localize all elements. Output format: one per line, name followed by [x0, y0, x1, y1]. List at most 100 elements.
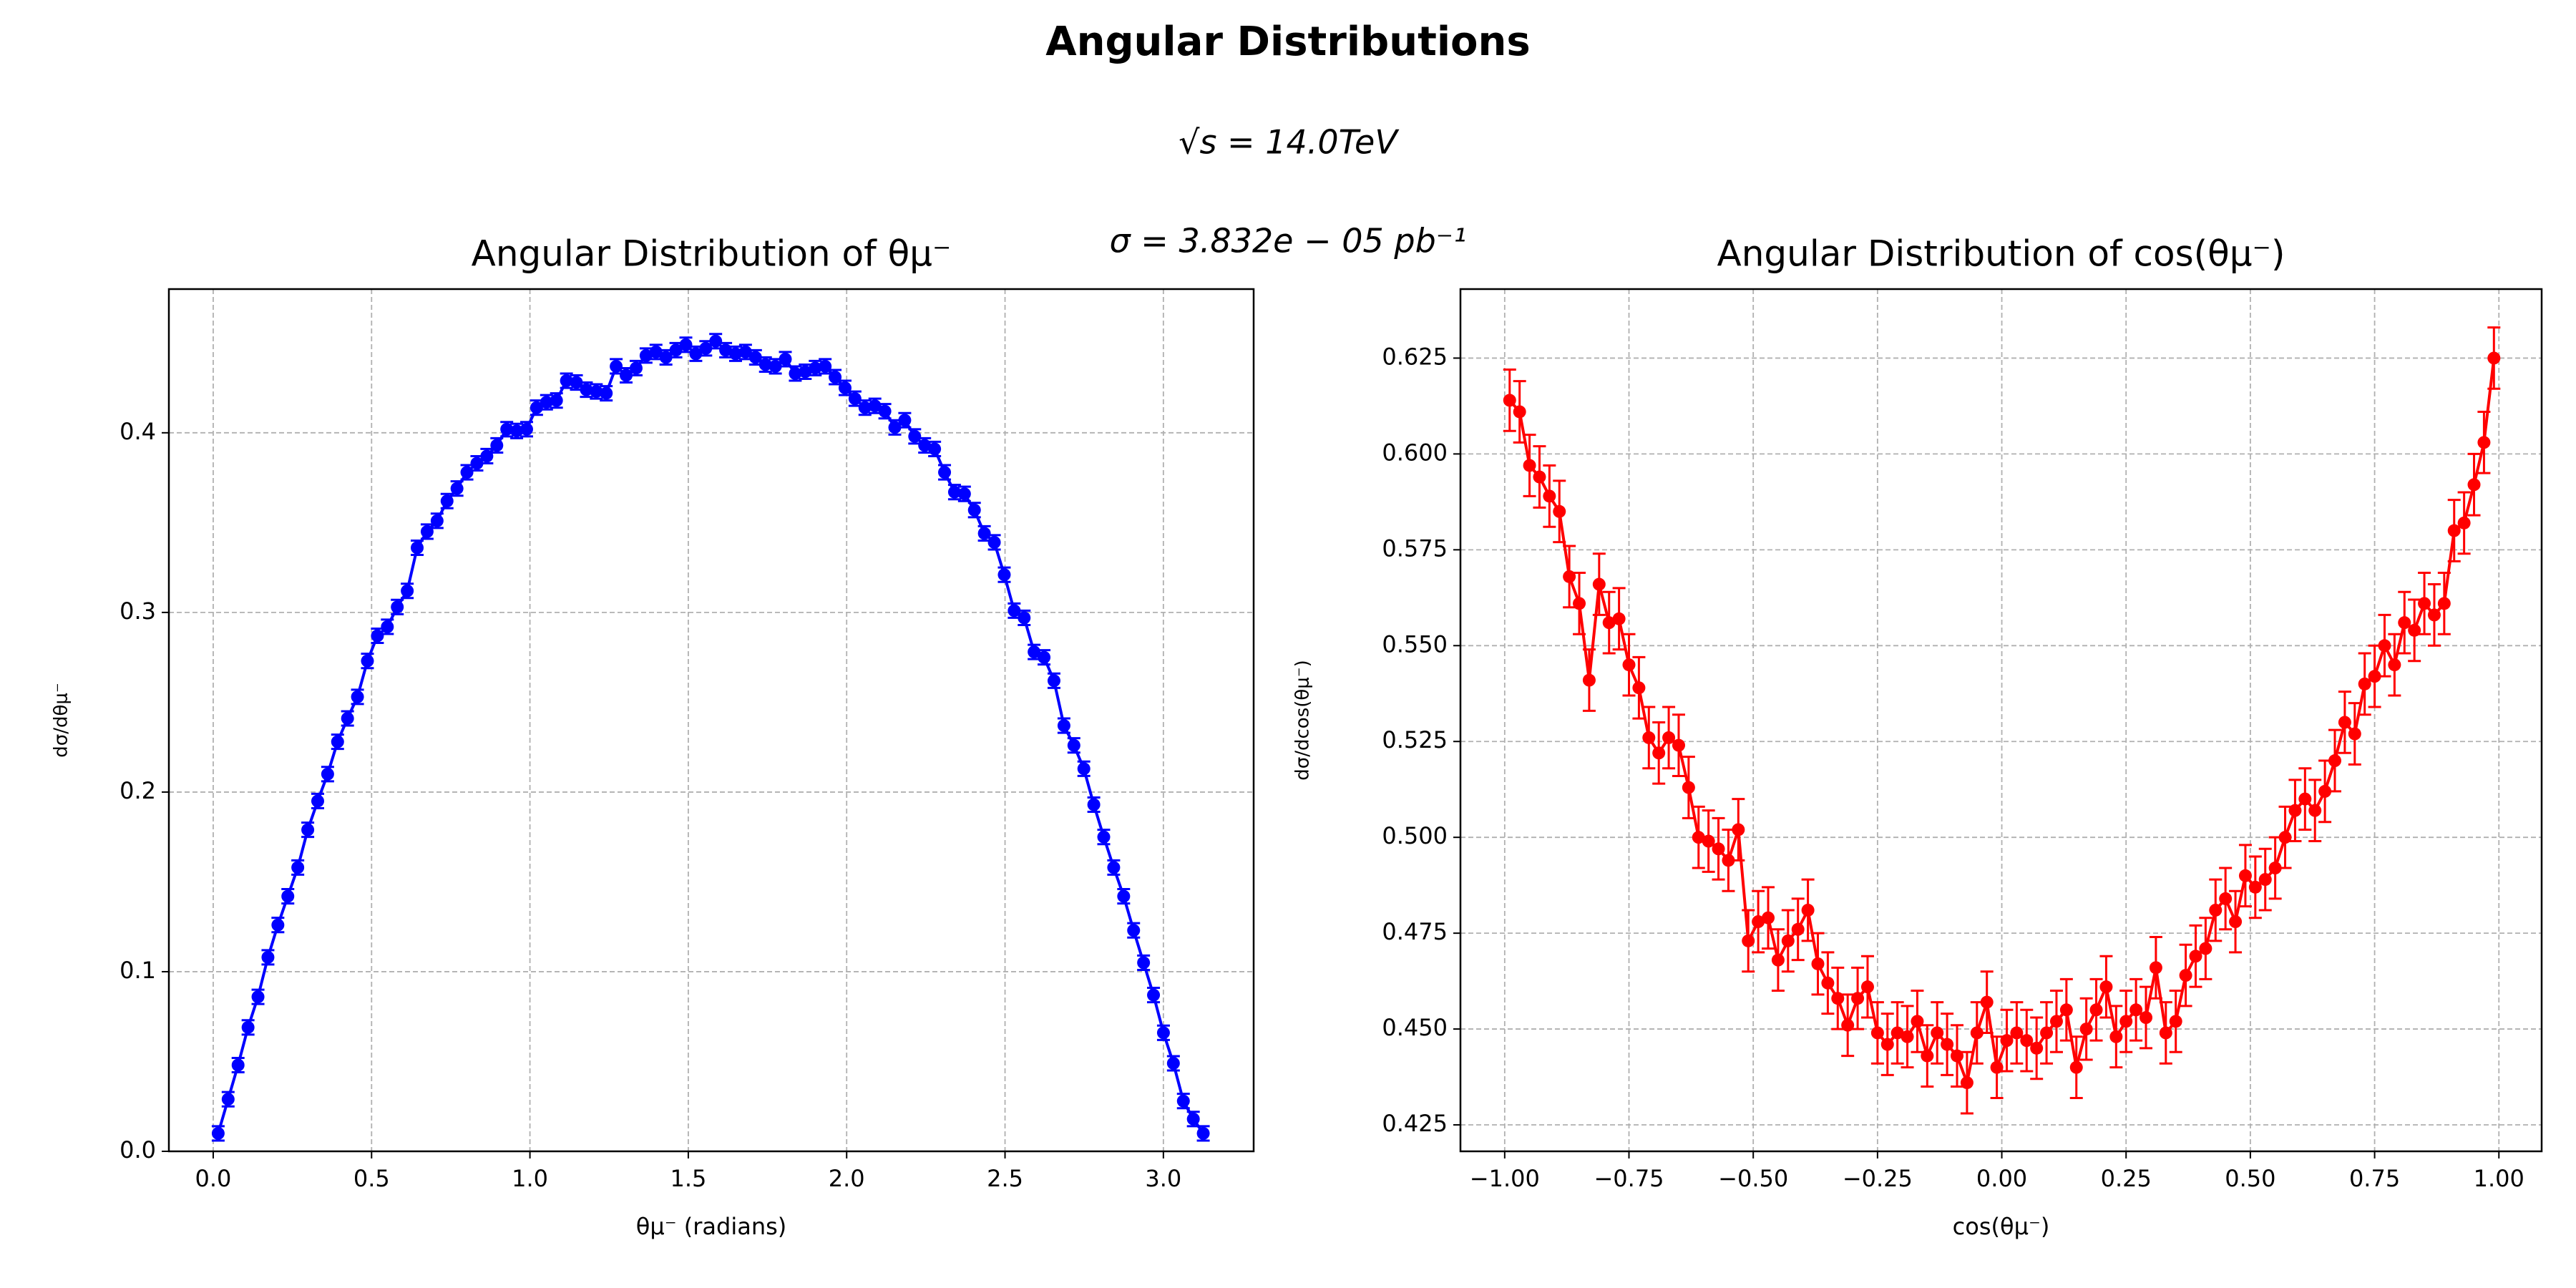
marker — [709, 334, 723, 348]
data-line — [216, 339, 1205, 1135]
marker — [1137, 956, 1151, 970]
marker — [1632, 681, 1646, 695]
marker — [938, 466, 952, 479]
marker — [2219, 892, 2233, 905]
axes-title: Angular Distribution of θμ⁻ — [472, 233, 952, 275]
marker — [1821, 976, 1835, 990]
marker — [1762, 911, 1775, 924]
marker — [1791, 922, 1805, 936]
marker — [2049, 1015, 2063, 1028]
marker — [728, 347, 742, 361]
marker — [550, 394, 563, 407]
y-tick-label: 0.475 — [1382, 918, 1448, 945]
marker — [1097, 830, 1111, 844]
marker — [1841, 1018, 1855, 1032]
marker — [1931, 1026, 1944, 1040]
y-tick-label: 0.500 — [1382, 822, 1448, 849]
marker — [2140, 1011, 2153, 1025]
marker — [1513, 405, 1526, 419]
marker — [1038, 650, 1051, 664]
marker — [2229, 915, 2243, 929]
marker — [411, 541, 424, 555]
marker — [639, 348, 653, 362]
marker — [1712, 842, 1725, 856]
marker — [1980, 995, 1994, 1009]
marker — [1612, 612, 1626, 625]
marker — [1117, 889, 1131, 903]
marker — [1880, 1038, 1894, 1051]
marker — [748, 351, 762, 364]
marker — [779, 352, 792, 366]
marker — [2388, 658, 2401, 672]
marker — [241, 1020, 255, 1034]
marker — [351, 690, 364, 703]
y-tick-label: 0.575 — [1382, 535, 1448, 562]
marker — [1921, 1049, 1934, 1063]
marker — [1692, 831, 1705, 844]
marker — [1156, 1026, 1170, 1040]
marker — [2099, 980, 2113, 994]
marker — [2199, 942, 2212, 955]
marker — [2487, 351, 2501, 365]
marker — [331, 735, 344, 748]
x-tick-label: 1.0 — [512, 1165, 548, 1192]
marker — [1028, 645, 1041, 659]
marker — [271, 918, 285, 932]
x-tick-label: 0.25 — [2101, 1165, 2152, 1192]
marker — [2149, 961, 2162, 975]
marker — [2129, 1003, 2143, 1017]
marker — [2368, 670, 2381, 683]
marker — [470, 457, 484, 470]
marker — [281, 889, 295, 903]
marker — [1147, 988, 1161, 1002]
marker — [769, 359, 782, 373]
marker — [311, 794, 324, 808]
marker — [2119, 1015, 2133, 1028]
marker — [2020, 1034, 2034, 1048]
marker — [2030, 1041, 2044, 1055]
y-tick-label: 0.600 — [1382, 439, 1448, 466]
marker — [321, 767, 334, 781]
marker — [1008, 604, 1021, 618]
marker — [2159, 1026, 2172, 1040]
marker — [689, 347, 703, 361]
marker — [1166, 1056, 1180, 1070]
marker — [540, 396, 553, 409]
marker — [1752, 915, 1765, 929]
marker — [1573, 597, 1586, 610]
marker — [1970, 1026, 1984, 1040]
marker — [2189, 950, 2202, 963]
marker — [659, 351, 673, 364]
marker — [2010, 1026, 2024, 1040]
marker — [291, 861, 305, 874]
marker — [1851, 992, 1865, 1005]
marker — [649, 345, 663, 358]
marker — [1831, 992, 1845, 1005]
marker — [1722, 854, 1735, 867]
marker — [1742, 934, 1755, 947]
energy-annotation: √s = 14.0TeV — [1179, 123, 1400, 162]
marker — [719, 343, 733, 357]
marker — [460, 466, 474, 479]
marker — [440, 494, 454, 508]
marker — [1702, 834, 1715, 848]
marker — [2318, 784, 2332, 798]
marker — [789, 366, 802, 380]
marker — [2467, 478, 2481, 492]
marker — [371, 629, 384, 643]
x-tick-label: 0.0 — [195, 1165, 232, 1192]
marker — [1563, 570, 1576, 583]
marker — [1911, 1015, 1924, 1028]
marker — [1672, 738, 1685, 752]
marker — [600, 386, 613, 400]
y-tick-label: 0.4 — [119, 418, 156, 445]
marker — [738, 345, 752, 358]
marker — [898, 414, 912, 427]
marker — [2268, 862, 2282, 875]
marker — [261, 950, 275, 964]
x-tick-label: 1.00 — [2474, 1165, 2524, 1192]
marker — [1176, 1094, 1190, 1108]
marker — [679, 338, 693, 351]
marker — [1901, 1030, 1914, 1043]
